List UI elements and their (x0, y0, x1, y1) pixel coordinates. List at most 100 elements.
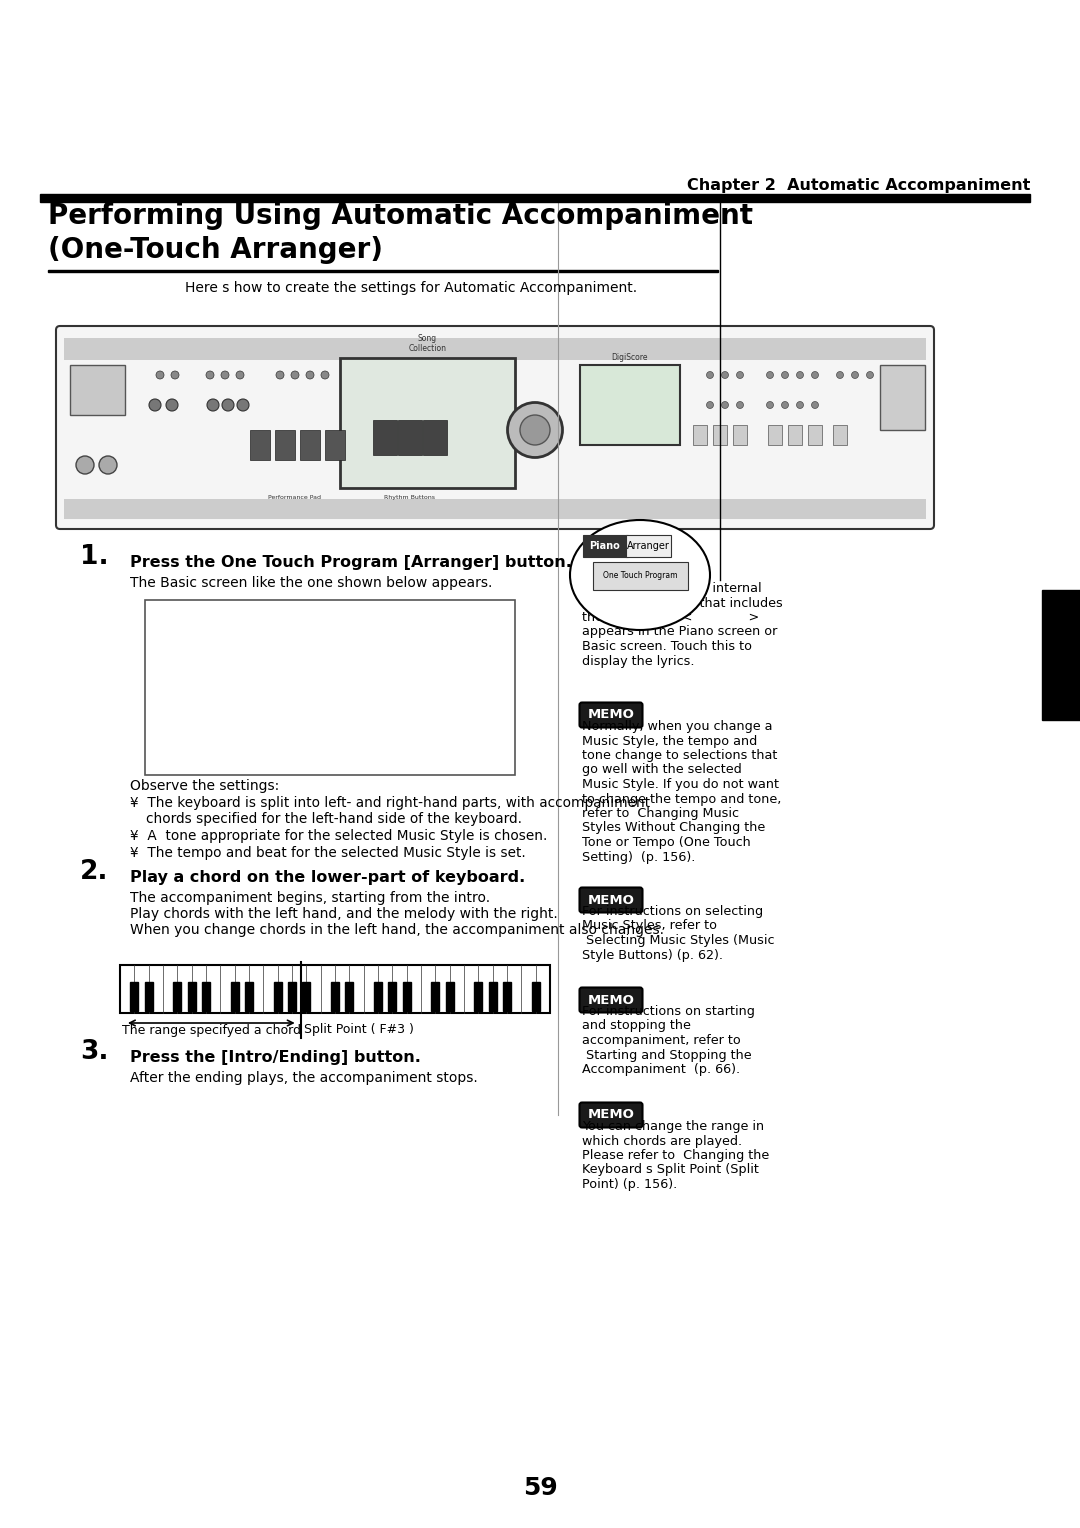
Text: Accompaniment  (p. 66).: Accompaniment (p. 66). (582, 1063, 740, 1076)
Bar (788, 425, 802, 445)
Bar (403, 983, 410, 1012)
Text: refer to  Changing Music: refer to Changing Music (582, 807, 739, 821)
FancyBboxPatch shape (580, 1103, 643, 1128)
Bar (423, 420, 447, 455)
Text: chords specified for the left-hand side of the keyboard.: chords specified for the left-hand side … (146, 811, 522, 827)
Ellipse shape (811, 402, 819, 408)
Bar (582, 535, 627, 558)
Ellipse shape (737, 402, 743, 408)
Ellipse shape (221, 371, 229, 379)
Text: Music Style. If you do not want: Music Style. If you do not want (582, 778, 779, 792)
Text: tone change to selections that: tone change to selections that (582, 749, 778, 762)
Text: Split Point ( F#3 ): Split Point ( F#3 ) (303, 1024, 414, 1036)
Text: Music Style, the tempo and: Music Style, the tempo and (582, 735, 757, 747)
Bar (373, 420, 397, 455)
Text: which chords are played.: which chords are played. (582, 1134, 742, 1148)
Text: go well with the selected: go well with the selected (582, 764, 742, 776)
Text: MEMO: MEMO (588, 709, 634, 721)
Text: the lyrics data, <              >: the lyrics data, < > (582, 611, 759, 623)
Text: (One-Touch Arranger): (One-Touch Arranger) (48, 235, 383, 264)
Text: MEMO: MEMO (588, 570, 634, 584)
Text: MEMO: MEMO (588, 993, 634, 1007)
Ellipse shape (237, 371, 244, 379)
Ellipse shape (737, 371, 743, 379)
Text: accompaniment, refer to: accompaniment, refer to (582, 1034, 741, 1047)
Bar (249, 429, 270, 460)
Bar (64, 338, 926, 361)
Text: The Basic screen like the one shown below appears.: The Basic screen like the one shown belo… (130, 576, 492, 590)
Ellipse shape (291, 371, 299, 379)
Bar (625, 535, 671, 558)
Bar (288, 983, 296, 1012)
Bar (593, 562, 688, 590)
Bar (300, 429, 320, 460)
FancyBboxPatch shape (580, 564, 643, 590)
Text: Point) (p. 156).: Point) (p. 156). (582, 1178, 677, 1190)
Bar (389, 983, 396, 1012)
Text: 59: 59 (523, 1476, 557, 1500)
Ellipse shape (99, 455, 117, 474)
FancyBboxPatch shape (580, 703, 643, 727)
Text: When you change chords in the left hand, the accompaniment also changes.: When you change chords in the left hand,… (130, 923, 664, 937)
Text: Please refer to  Changing the: Please refer to Changing the (582, 1149, 769, 1161)
Text: Piano: Piano (590, 541, 620, 552)
Text: ¥  A  tone appropriate for the selected Music Style is chosen.: ¥ A tone appropriate for the selected Mu… (130, 830, 548, 843)
Ellipse shape (721, 371, 729, 379)
Bar (174, 983, 181, 1012)
Bar (202, 983, 210, 1012)
Bar (70, 365, 125, 416)
Text: Arranger: Arranger (626, 541, 670, 552)
Ellipse shape (508, 402, 563, 457)
Text: Music Styles, refer to: Music Styles, refer to (582, 920, 717, 932)
Bar (48, 270, 718, 272)
Bar (346, 983, 353, 1012)
Text: Chapter 2  Automatic Accompaniment: Chapter 2 Automatic Accompaniment (687, 177, 1030, 193)
Text: Play a chord on the lower-part of keyboard.: Play a chord on the lower-part of keyboa… (130, 869, 525, 885)
Ellipse shape (570, 520, 710, 630)
Bar (64, 500, 926, 520)
Ellipse shape (519, 416, 550, 445)
Bar (332, 983, 339, 1012)
Text: For instructions on selecting: For instructions on selecting (582, 905, 764, 918)
Bar (40, 194, 1030, 202)
Text: Observe the settings:: Observe the settings: (130, 779, 280, 793)
Text: 1.: 1. (80, 544, 109, 570)
Ellipse shape (166, 399, 178, 411)
Text: Setting)  (p. 156).: Setting) (p. 156). (582, 851, 696, 863)
Text: Normally, when you change a: Normally, when you change a (582, 720, 772, 733)
Ellipse shape (237, 399, 249, 411)
Bar (131, 983, 138, 1012)
Bar (302, 983, 310, 1012)
Ellipse shape (276, 371, 284, 379)
Text: Tone or Tempo (One Touch: Tone or Tempo (One Touch (582, 836, 751, 850)
Text: MEMO: MEMO (588, 894, 634, 906)
Bar (340, 358, 515, 487)
Bar (808, 425, 822, 445)
Ellipse shape (321, 371, 329, 379)
Bar (474, 983, 483, 1012)
Text: Press the One Touch Program [Arranger] button.: Press the One Touch Program [Arranger] b… (130, 555, 572, 570)
Bar (833, 425, 847, 445)
FancyBboxPatch shape (580, 987, 643, 1013)
Bar (880, 365, 924, 429)
Ellipse shape (706, 402, 714, 408)
Bar (768, 425, 782, 445)
Text: Here s how to create the settings for Automatic Accompaniment.: Here s how to create the settings for Au… (185, 281, 637, 295)
Text: MEMO: MEMO (588, 1108, 634, 1122)
Text: song or music file that includes: song or music file that includes (582, 596, 783, 610)
Ellipse shape (149, 399, 161, 411)
FancyBboxPatch shape (580, 888, 643, 912)
Text: Song
Collection: Song Collection (408, 333, 446, 353)
Text: Performing Using Automatic Accompaniment: Performing Using Automatic Accompaniment (48, 202, 753, 231)
Ellipse shape (881, 371, 889, 379)
Text: 3.: 3. (80, 1039, 108, 1065)
Bar (713, 425, 727, 445)
Bar (531, 983, 540, 1012)
Bar (431, 983, 440, 1012)
Text: Style Buttons) (p. 62).: Style Buttons) (p. 62). (582, 949, 723, 961)
Text: Performance Pad: Performance Pad (269, 495, 322, 500)
Bar (693, 425, 707, 445)
Text: to change the tempo and tone,: to change the tempo and tone, (582, 793, 781, 805)
Ellipse shape (797, 371, 804, 379)
Text: For instructions on starting: For instructions on starting (582, 1005, 755, 1018)
